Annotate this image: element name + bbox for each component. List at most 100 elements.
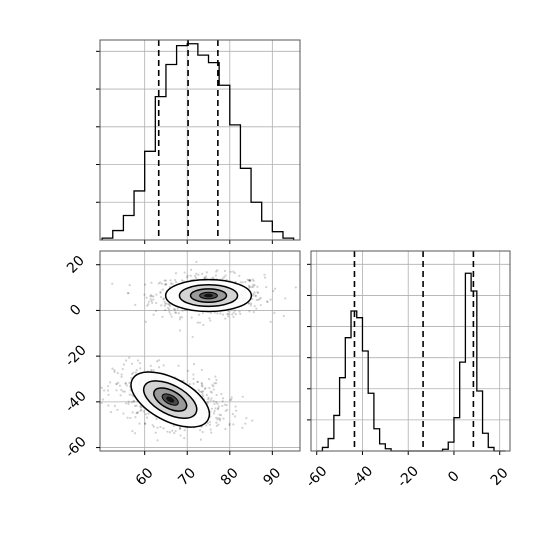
scatter-point: [224, 409, 227, 412]
scatter-point: [172, 424, 175, 427]
scatter-point: [109, 411, 113, 414]
scatter-point: [255, 307, 258, 310]
scatter-point: [210, 407, 214, 410]
scatter-point: [160, 282, 163, 285]
scatter-point: [205, 393, 208, 397]
scatter-point: [203, 276, 206, 279]
scatter-point: [109, 381, 112, 384]
histogram-bar: [198, 55, 209, 240]
scatter-point: [282, 314, 285, 318]
scatter-point: [144, 413, 147, 416]
scatter-point: [253, 284, 256, 287]
scatter-point: [248, 286, 251, 289]
y-tick-label: 20: [64, 253, 88, 277]
scatter-point: [269, 320, 272, 324]
scatter-point: [139, 367, 142, 370]
histogram-bar: [262, 221, 273, 240]
scatter-point: [245, 417, 248, 420]
scatter-point: [196, 321, 199, 324]
scatter-point: [106, 389, 110, 392]
scatter-point: [135, 368, 138, 372]
scatter-point: [166, 306, 170, 309]
scatter-point: [169, 282, 173, 285]
scatter-point: [192, 363, 196, 366]
scatter-point: [221, 397, 225, 400]
scatter-point: [212, 385, 215, 388]
scatter-point: [131, 430, 134, 433]
scatter-point: [254, 294, 257, 298]
y-tick-label: -60: [62, 434, 89, 461]
scatter-point: [221, 313, 225, 316]
scatter-point: [209, 399, 212, 402]
scatter-point: [162, 297, 165, 300]
histogram-bar: [357, 318, 363, 451]
scatter-point: [216, 402, 219, 405]
scatter-point: [189, 274, 192, 277]
axes-frame: [99, 39, 301, 241]
scatter-point: [248, 279, 251, 282]
scatter-point: [164, 283, 168, 286]
scatter-point: [209, 311, 212, 315]
scatter-point: [191, 335, 194, 339]
scatter-point: [247, 284, 251, 287]
scatter-point: [224, 317, 227, 320]
scatter-point: [215, 421, 218, 424]
y-tick-label: -40: [62, 388, 89, 415]
scatter-point: [200, 368, 203, 372]
scatter-point: [215, 393, 218, 397]
scatter-point: [263, 276, 267, 279]
scatter-point: [259, 303, 262, 307]
scatter-point: [140, 408, 143, 412]
scatter-point: [239, 312, 242, 315]
scatter-point: [219, 417, 222, 420]
scatter-point: [249, 279, 252, 282]
scatter-point: [188, 383, 192, 386]
scatter-point: [215, 378, 218, 382]
scatter-point: [168, 431, 172, 434]
scatter-point: [284, 297, 287, 300]
scatter-point: [229, 270, 232, 273]
scatter-point: [209, 319, 212, 322]
scatter-point: [163, 279, 166, 282]
scatter-point: [196, 380, 200, 383]
scatter-point: [198, 390, 201, 393]
scatter-point: [189, 268, 193, 271]
scatter-point: [226, 312, 229, 316]
scatter-point: [217, 407, 220, 410]
scatter-point: [128, 393, 131, 396]
scatter-point: [227, 310, 230, 313]
scatter-point: [192, 373, 195, 376]
scatter-point: [178, 329, 182, 332]
scatter-point: [138, 362, 142, 365]
scatter-point: [144, 422, 147, 425]
scatter-point: [257, 291, 260, 295]
scatter-point: [233, 271, 236, 275]
histogram-bar: [251, 202, 262, 240]
scatter-point: [272, 289, 275, 293]
scatter-point: [273, 311, 276, 314]
scatter-point: [162, 427, 165, 430]
scatter-point: [167, 303, 170, 306]
scatter-point: [157, 366, 161, 369]
scatter-point: [294, 286, 297, 289]
scatter-point: [179, 426, 182, 430]
scatter-point: [256, 291, 259, 294]
histogram-bar: [368, 393, 374, 451]
scatter-point: [124, 382, 127, 385]
histogram-bar: [380, 444, 386, 451]
scatter-point: [86, 377, 88, 379]
scatter-point: [233, 309, 236, 312]
x-tick-label: 20: [488, 465, 512, 489]
scatter-point: [156, 426, 159, 429]
scatter-point: [235, 409, 238, 412]
scatter-point: [241, 395, 244, 398]
scatter-point: [232, 423, 235, 426]
scatter-point: [174, 311, 178, 314]
scatter-point: [248, 310, 251, 313]
scatter-point: [127, 402, 130, 405]
scatter-point: [232, 311, 235, 314]
scatter-point: [211, 384, 214, 387]
scatter-point: [224, 427, 227, 431]
scatter-point: [194, 276, 198, 279]
scatter-point: [223, 276, 226, 279]
